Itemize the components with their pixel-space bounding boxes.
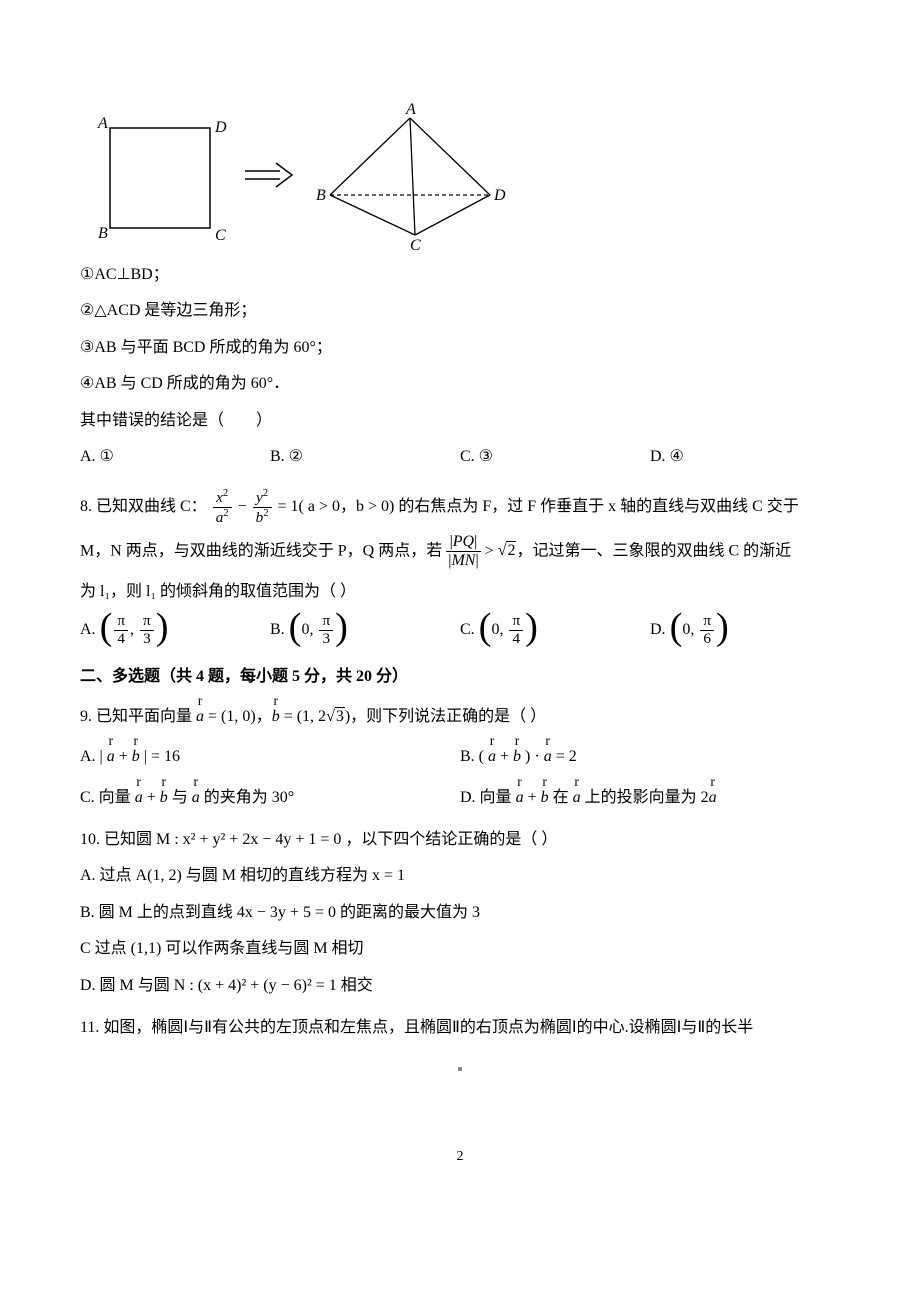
q9-row2: C. 向量 a + b 与 a 的夹角为 30° D. 向量 a + b 在 a… (80, 779, 840, 813)
q10-opt-c: C 过点 (1,1) 可以作两条直线与圆 M 相切 (80, 934, 840, 964)
square-abcd: A D B C (80, 108, 230, 243)
q9-b-tail: )，则下列说法正确的是（ ） (345, 708, 546, 725)
label-C: C (215, 227, 226, 243)
q8-opt-a: A. (π4, π3) (80, 613, 270, 647)
t-label-B: B (316, 187, 326, 204)
midpoint-marker (80, 1053, 840, 1083)
q9-opt-d: D. 向量 a + b 在 a 上的投影向量为 2a (460, 779, 840, 813)
q9-lead: 9. 已知平面向量 (80, 708, 196, 725)
page-number: 2 (80, 1144, 840, 1171)
arrow-icon (240, 155, 300, 195)
q8-eq-tail: = 1( a > 0，b > 0) 的右焦点为 F，过 F 作垂直于 x 轴的直… (278, 498, 799, 515)
sqrt3-icon: 3 (326, 702, 345, 732)
q7-prompt: 其中错误的结论是（ ） (80, 406, 840, 436)
q8-opt-d: D. (0, π6) (650, 613, 840, 647)
q8-gt: > (485, 542, 498, 559)
sqrt2-icon: 2 (498, 536, 517, 566)
q7-s2: ②△ACD 是等边三角形； (80, 296, 840, 326)
q8-line3: 为 l₁，则 l₁ 的倾斜角的取值范围为（ ） (80, 577, 840, 607)
q8-line1: 8. 已知双曲线 C： x2 a2 − y2 b2 = 1( a > 0，b >… (80, 488, 840, 527)
label-D: D (214, 119, 227, 136)
t-label-D: D (493, 187, 506, 204)
q9-b-eq: = (1, 2 (280, 708, 326, 725)
q8-frac1: x2 a2 (213, 488, 232, 527)
q8-line2a: M，N 两点，与双曲线的渐近线交于 P，Q 两点，若 (80, 542, 446, 559)
q8-opt-c: C. (0, π4) (460, 613, 650, 647)
q9-line: 9. 已知平面向量 a = (1, 0)，b = (1, 23)，则下列说法正确… (80, 698, 840, 732)
q8-line2b: ，记过第一、三象限的双曲线 C 的渐近 (516, 542, 791, 559)
section-2-title: 二、多选题（共 4 题，每小题 5 分，共 20 分） (80, 662, 840, 692)
t-label-C: C (410, 237, 421, 250)
q7-opt-c: C. ③ (460, 442, 650, 472)
q9-opt-c: C. 向量 a + b 与 a 的夹角为 30° (80, 779, 460, 813)
q7-s1: ①AC⊥BD； (80, 260, 840, 290)
label-B: B (98, 225, 108, 242)
q10-opt-a: A. 过点 A(1, 2) 与圆 M 相切的直线方程为 x = 1 (80, 861, 840, 891)
q8-lead: 8. 已知双曲线 C： (80, 498, 207, 515)
q9-opt-b: B. ( a + b ) · a = 2 (460, 738, 840, 772)
q9-opt-a: A. | a + b | = 16 (80, 738, 460, 772)
q7-s3: ③AB 与平面 BCD 所成的角为 60°； (80, 333, 840, 363)
label-A: A (97, 115, 108, 132)
q7-opt-d: D. ④ (650, 442, 840, 472)
q7-opt-a: A. ① (80, 442, 270, 472)
tetrahedron-abcd: A B C D (310, 100, 510, 250)
q8-frac2: y2 b2 (253, 488, 272, 527)
q8-opt-b: B. (0, π3) (270, 613, 460, 647)
q10-opt-b: B. 圆 M 上的点到直线 4x − 3y + 5 = 0 的距离的最大值为 3 (80, 898, 840, 928)
q7-figures: A D B C A B C D (80, 100, 840, 250)
q7-opt-b: B. ② (270, 442, 460, 472)
q9-row1: A. | a + b | = 16 B. ( a + b ) · a = 2 (80, 738, 840, 772)
q10-lead: 10. 已知圆 M : x² + y² + 2x − 4y + 1 = 0 ，以… (80, 825, 840, 855)
q7-options: A. ① B. ② C. ③ D. ④ (80, 442, 840, 472)
q8-line2: M，N 两点，与双曲线的渐近线交于 P，Q 两点，若 |PQ| |MN| > 2… (80, 533, 840, 571)
q10-opt-d: D. 圆 M 与圆 N : (x + 4)² + (y − 6)² = 1 相交 (80, 971, 840, 1001)
q7-s4: ④AB 与 CD 所成的角为 60°． (80, 369, 840, 399)
q8-options: A. (π4, π3) B. (0, π3) C. (0, π4) D. (0,… (80, 613, 840, 647)
q11-lead: 11. 如图，椭圆Ⅰ与Ⅱ有公共的左顶点和左焦点，且椭圆Ⅱ的右顶点为椭圆Ⅰ的中心.… (80, 1013, 840, 1043)
q8-ratio: |PQ| |MN| (446, 533, 480, 571)
q9-a-eq: = (1, 0)， (204, 708, 272, 725)
t-label-A: A (405, 101, 416, 118)
